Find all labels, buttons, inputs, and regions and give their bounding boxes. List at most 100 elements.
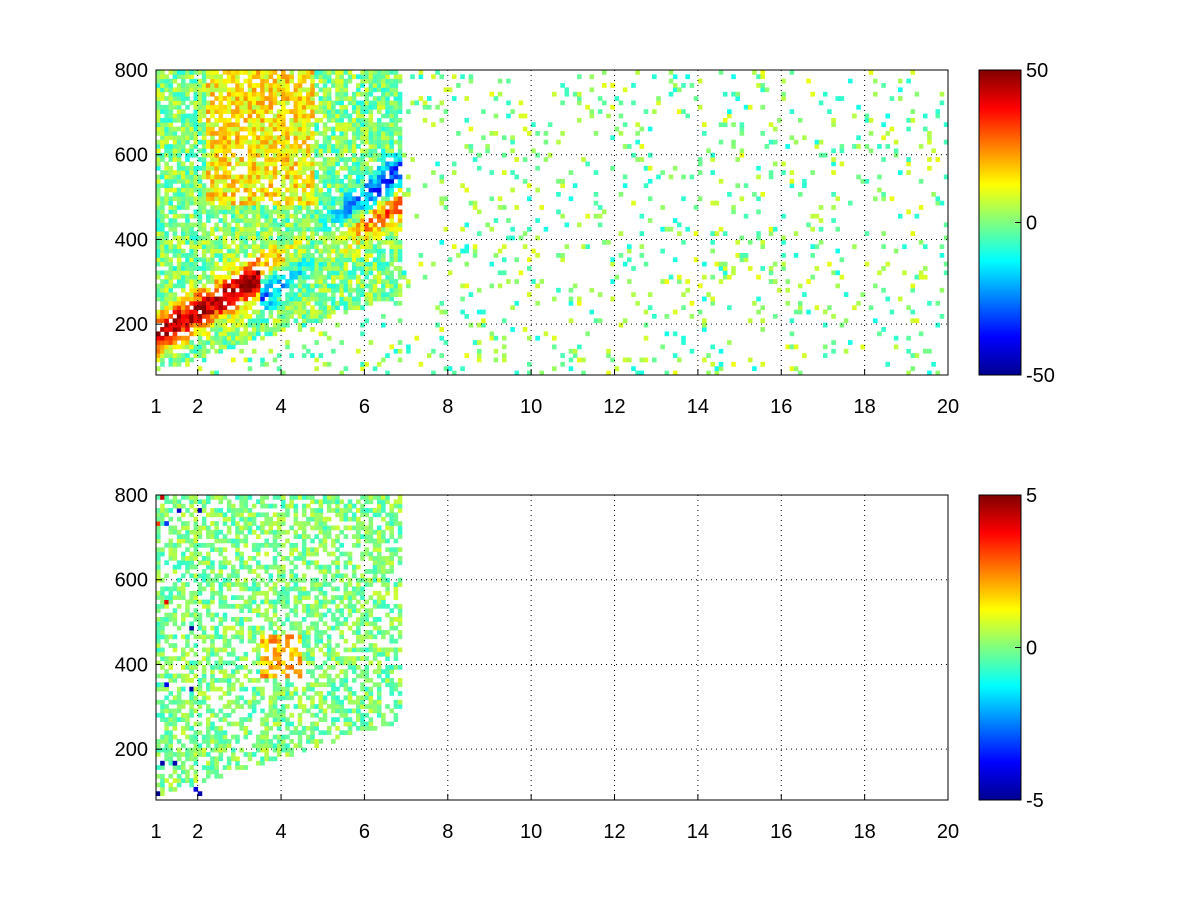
heat-cell bbox=[222, 296, 228, 302]
heat-cell bbox=[372, 292, 378, 297]
heat-cell bbox=[385, 283, 390, 289]
heat-cell bbox=[297, 100, 303, 106]
heat-cell bbox=[276, 638, 282, 644]
heat-cell bbox=[660, 170, 665, 175]
heat-cell bbox=[189, 739, 194, 744]
heat-cell bbox=[389, 344, 394, 350]
heat-cell bbox=[176, 248, 182, 254]
heat-cell bbox=[193, 117, 199, 123]
heat-cell bbox=[393, 117, 399, 123]
heat-cell bbox=[597, 213, 603, 219]
heat-cell bbox=[293, 305, 299, 311]
heat-cell bbox=[160, 656, 165, 661]
heat-cell bbox=[301, 148, 307, 154]
heat-cell bbox=[181, 712, 186, 718]
heat-cell bbox=[906, 305, 911, 311]
heat-cell bbox=[181, 78, 186, 84]
heat-cell bbox=[231, 564, 236, 570]
heat-cell bbox=[368, 165, 374, 171]
heat-cell bbox=[672, 331, 678, 337]
heat-cell bbox=[172, 525, 178, 531]
heat-cell bbox=[256, 747, 261, 753]
heat-cell bbox=[276, 660, 282, 666]
heat-cell bbox=[168, 283, 174, 289]
heat-cell bbox=[381, 96, 386, 101]
heat-cell bbox=[251, 139, 257, 145]
heat-cell bbox=[314, 74, 319, 80]
heat-cell bbox=[702, 131, 707, 136]
heat-cell bbox=[318, 131, 324, 136]
heat-cell bbox=[426, 104, 432, 110]
heat-cell bbox=[343, 218, 349, 223]
heat-cell bbox=[214, 647, 219, 653]
heat-cell bbox=[251, 331, 257, 337]
heat-cell bbox=[285, 257, 290, 263]
heat-cell bbox=[756, 74, 761, 80]
heat-cell bbox=[185, 721, 190, 727]
heat-cell bbox=[293, 218, 299, 223]
heat-cell bbox=[677, 357, 682, 363]
heat-cell bbox=[181, 357, 186, 363]
heat-cell bbox=[243, 577, 249, 583]
heat-cell bbox=[218, 322, 224, 328]
heat-cell bbox=[485, 148, 490, 154]
heat-cell bbox=[276, 734, 282, 740]
heat-cell bbox=[389, 83, 394, 88]
heat-cell bbox=[756, 174, 761, 180]
heat-cell bbox=[306, 152, 311, 158]
heat-cell bbox=[218, 178, 224, 184]
heat-cell bbox=[172, 152, 178, 158]
heat-cell bbox=[218, 573, 224, 579]
heat-cell bbox=[181, 205, 186, 210]
heat-cell bbox=[372, 296, 378, 302]
heat-cell bbox=[251, 590, 257, 596]
heat-cell bbox=[222, 157, 228, 162]
heat-cell bbox=[235, 174, 240, 180]
heat-cell bbox=[231, 292, 236, 297]
heat-cell bbox=[281, 318, 286, 324]
heat-cell bbox=[439, 200, 445, 206]
heat-cell bbox=[456, 131, 461, 136]
heat-cell bbox=[360, 104, 365, 110]
heat-cell bbox=[864, 144, 870, 149]
heat-cell bbox=[451, 161, 457, 167]
heat-cell bbox=[193, 257, 199, 263]
heat-cell bbox=[226, 638, 232, 644]
heat-cell bbox=[160, 647, 165, 653]
heat-cell bbox=[201, 516, 207, 522]
heat-cell bbox=[439, 117, 445, 123]
heat-cell bbox=[181, 717, 186, 722]
heat-cell bbox=[243, 135, 249, 141]
heat-cell bbox=[256, 590, 261, 596]
heat-cell bbox=[556, 209, 561, 215]
heat-cell bbox=[472, 253, 478, 258]
heat-cell bbox=[247, 218, 253, 223]
heat-cell bbox=[160, 135, 165, 141]
heat-cell bbox=[197, 682, 203, 688]
heat-cell bbox=[181, 100, 186, 106]
heat-cell bbox=[260, 599, 265, 605]
heat-cell bbox=[181, 283, 186, 289]
heat-cell bbox=[160, 739, 165, 744]
heat-cell bbox=[193, 643, 199, 648]
heat-cell bbox=[310, 96, 315, 101]
heat-cell bbox=[218, 739, 224, 744]
heat-cell bbox=[310, 70, 315, 75]
heat-cell bbox=[856, 104, 861, 110]
heat-cell bbox=[310, 235, 315, 241]
heat-cell bbox=[260, 292, 265, 297]
heat-cell bbox=[181, 309, 186, 315]
heat-cell bbox=[239, 331, 244, 337]
heat-cell bbox=[276, 117, 282, 123]
heat-cell bbox=[381, 152, 386, 158]
heat-cell bbox=[214, 630, 219, 635]
heat-cell bbox=[231, 100, 236, 106]
heat-cell bbox=[301, 257, 307, 263]
heat-cell bbox=[610, 296, 615, 302]
heat-cell bbox=[260, 122, 265, 128]
heat-cell bbox=[185, 717, 190, 722]
heat-cell bbox=[543, 131, 549, 136]
heat-cell bbox=[351, 131, 357, 136]
heat-cell bbox=[685, 226, 690, 232]
